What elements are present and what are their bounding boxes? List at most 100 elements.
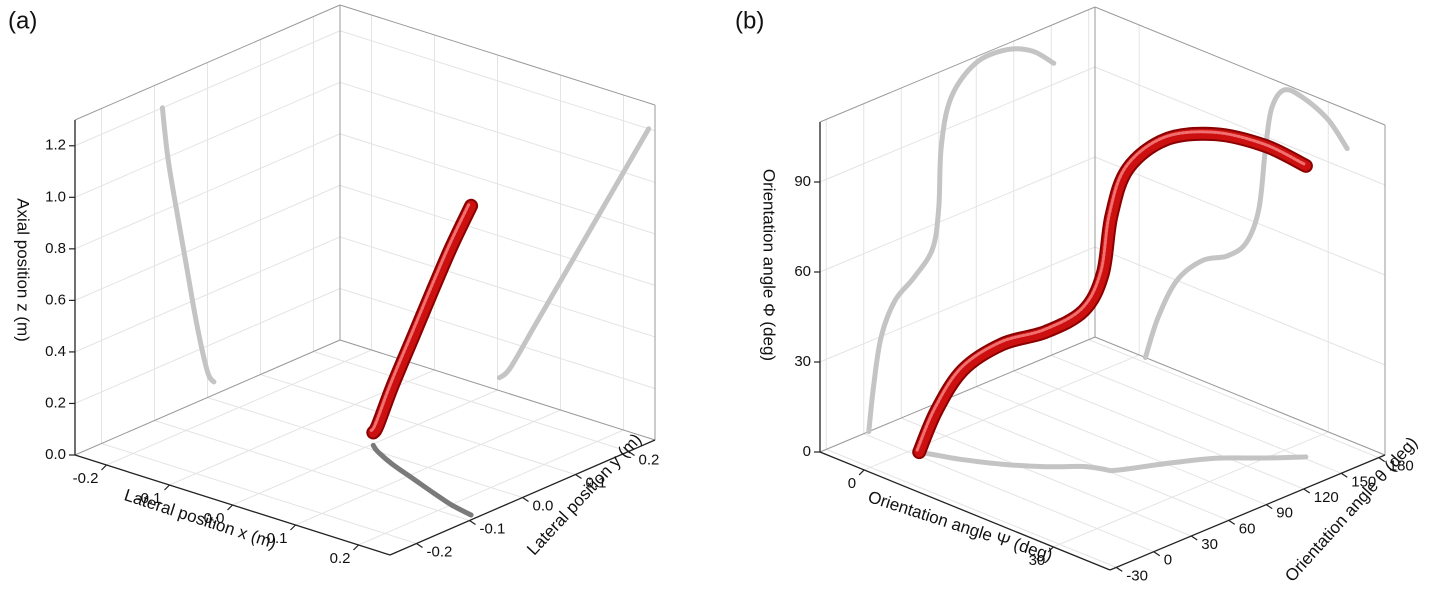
grid-line: [74, 133, 341, 250]
axis-line: [1109, 454, 1386, 571]
grid-line: [339, 81, 656, 183]
x-tick-label: -0.2: [73, 470, 99, 487]
x-tick-label: 0.0: [204, 510, 225, 527]
tick-mark: [1303, 488, 1311, 494]
z-axis-title: Orientation angle Φ (deg): [760, 169, 779, 361]
grid-line: [1051, 354, 1342, 474]
tick-mark: [469, 520, 476, 525]
axis-line: [819, 451, 1111, 571]
trajectory-highlight: [915, 130, 1306, 452]
grid-line: [1053, 431, 1329, 548]
z-tick-label: 0.6: [45, 291, 66, 308]
wall-projection: [866, 46, 1057, 435]
tick-mark: [1378, 457, 1386, 463]
grid-line: [74, 236, 341, 353]
grid-line: [819, 156, 1096, 273]
grid-line: [260, 374, 576, 475]
tick-mark: [290, 524, 296, 531]
grid-line: [339, 287, 656, 389]
grid-line: [74, 30, 341, 147]
tick-mark: [858, 469, 865, 476]
y-tick-label: 0.0: [533, 497, 554, 514]
grid-line: [339, 133, 656, 235]
z-tick-label: 0.8: [45, 240, 66, 257]
trajectory: [368, 200, 477, 438]
box-edge: [819, 336, 1096, 453]
y-tick-label: 90: [1276, 505, 1293, 522]
grid-line: [207, 397, 523, 498]
x-tick-label: 0.2: [330, 550, 351, 567]
x-axis-title: Orientation angle Ψ (deg): [866, 487, 1055, 565]
panel-label: (b): [735, 7, 764, 34]
panel-label: (a): [8, 7, 37, 34]
tick-mark: [1153, 551, 1161, 557]
z-tick-label: 1.2: [45, 137, 66, 154]
box-edge: [819, 6, 1096, 123]
tick-mark: [1047, 546, 1054, 553]
grid-line: [339, 184, 656, 286]
grid-line: [901, 417, 1192, 537]
tick-mark: [353, 544, 359, 551]
tick-mark: [164, 484, 170, 491]
tick-mark: [1190, 535, 1198, 541]
grid-line: [1094, 66, 1386, 186]
grid-line: [1094, 246, 1386, 366]
y-tick-label: 30: [1201, 536, 1218, 553]
grid-line: [976, 386, 1267, 506]
x-tick-label: 30: [1029, 552, 1046, 569]
grid-line: [938, 401, 1229, 521]
grid-line: [313, 351, 629, 452]
grid-line: [154, 420, 470, 521]
floor-projection: [370, 442, 474, 518]
grid-line: [863, 433, 1154, 553]
grid-line: [74, 184, 341, 301]
z-tick-label: 1.0: [45, 188, 66, 205]
grid-line: [863, 354, 1140, 471]
tick-mark: [1228, 519, 1236, 525]
tick-mark: [1115, 566, 1123, 572]
grid-line: [339, 236, 656, 338]
tick-mark: [522, 497, 529, 502]
tick-mark: [227, 504, 233, 511]
y-tick-label: 0: [1164, 552, 1172, 569]
z-tick-label: 90: [794, 173, 811, 190]
z-tick-label: 0.0: [45, 446, 66, 463]
grid-line: [1094, 156, 1386, 276]
box-edge: [74, 339, 341, 456]
box-edge: [74, 4, 341, 121]
grid-line: [101, 443, 417, 544]
y-tick-label: -30: [1126, 567, 1148, 584]
tick-mark: [416, 543, 423, 548]
box-edge: [339, 4, 656, 106]
grid-line: [1088, 339, 1379, 459]
x-tick-label: 0.1: [267, 530, 288, 547]
box-edge: [339, 339, 656, 441]
z-axis-title: Axial position z (m): [14, 198, 33, 342]
box-edge: [1094, 336, 1386, 456]
y-tick-label: -0.2: [427, 543, 453, 560]
trajectory-highlight: [369, 202, 471, 432]
y-tick-label: 180: [1389, 458, 1414, 475]
grid-line: [74, 288, 341, 404]
grid-line: [339, 30, 656, 132]
trajectory: [914, 128, 1311, 458]
tick-mark: [628, 451, 635, 456]
wall-projection: [1142, 87, 1350, 360]
grid-line: [826, 448, 1117, 568]
x-tick-label: -0.1: [136, 490, 162, 507]
y-axis-title: Lateral position y (m): [523, 430, 645, 559]
grid-line: [1013, 370, 1304, 490]
z-tick-label: 0.2: [45, 394, 66, 411]
z-tick-label: 0: [803, 443, 811, 460]
x-tick-label: 0: [848, 475, 856, 492]
tick-mark: [575, 474, 582, 479]
z-tick-label: 0.4: [45, 343, 66, 360]
grid-line: [819, 246, 1096, 363]
floor-projection: [916, 449, 1309, 474]
box-edge: [1094, 6, 1386, 126]
y-tick-label: 0.2: [639, 451, 660, 468]
wall-projection: [159, 105, 217, 385]
y-tick-label: -0.1: [480, 520, 506, 537]
z-tick-label: 30: [794, 353, 811, 370]
